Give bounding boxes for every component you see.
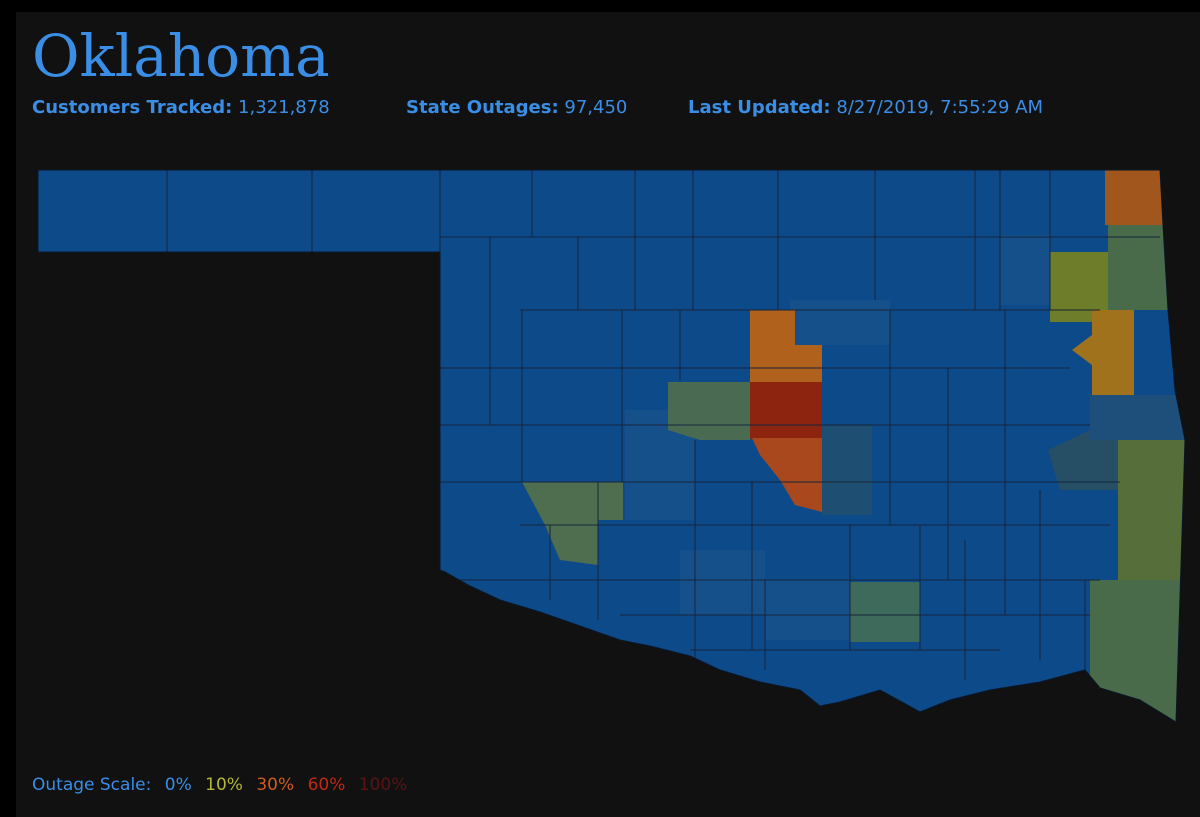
county xyxy=(750,382,822,439)
stat-value: 1,321,878 xyxy=(238,97,330,118)
legend-item: 0% xyxy=(164,775,192,795)
county xyxy=(850,582,920,642)
stat-value: 8/27/2019, 7:55:29 AM xyxy=(836,97,1044,118)
county xyxy=(1072,310,1134,395)
left-bar xyxy=(0,0,16,817)
stat: Last Updated: 8/27/2019, 7:55:29 AM xyxy=(688,97,1043,118)
legend-item: 60% xyxy=(307,775,346,795)
county xyxy=(1090,580,1185,722)
county xyxy=(1105,170,1165,225)
county-borders xyxy=(166,170,1160,680)
stat-label: State Outages: xyxy=(406,97,559,118)
state-title: Oklahoma xyxy=(32,22,330,90)
top-bar xyxy=(0,0,1200,12)
counties xyxy=(38,170,1185,722)
county xyxy=(750,310,822,382)
legend-item: 10% xyxy=(205,775,243,795)
stat: Customers Tracked: 1,321,878 xyxy=(32,97,330,118)
stat: State Outages: 97,450 xyxy=(406,97,627,118)
stat-value: 97,450 xyxy=(564,97,628,118)
county xyxy=(1118,440,1185,580)
county xyxy=(668,382,750,440)
legend-label: Outage Scale: xyxy=(32,775,152,795)
county xyxy=(1048,430,1118,490)
county xyxy=(822,425,872,515)
county xyxy=(752,438,822,512)
legend-item: 30% xyxy=(256,775,295,795)
stat-label: Customers Tracked: xyxy=(32,97,233,118)
legend: Outage Scale: 0% 10% 30% 60% 100% xyxy=(32,775,415,795)
legend-item: 100% xyxy=(358,775,408,795)
state-outline xyxy=(37,169,1186,723)
county xyxy=(1090,395,1185,440)
stat-label: Last Updated: xyxy=(688,97,831,118)
county xyxy=(1108,225,1168,310)
